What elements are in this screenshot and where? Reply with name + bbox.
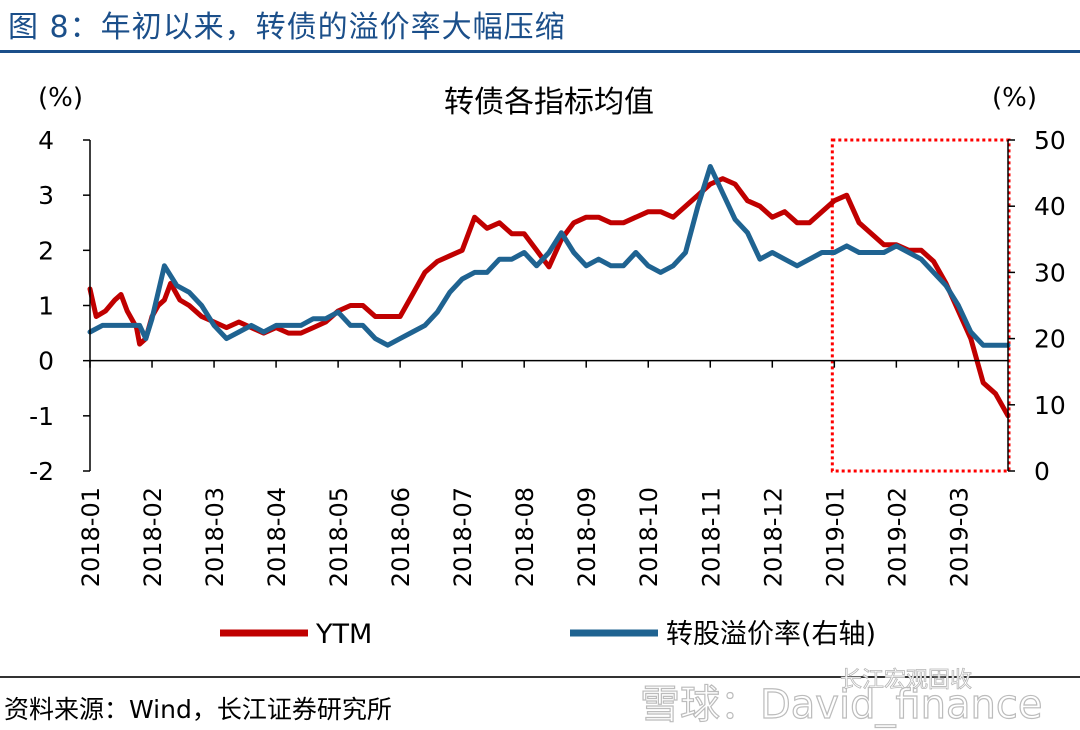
y-left-tick-label: -2 — [29, 457, 54, 486]
x-tick-label: 2018-09 — [573, 487, 601, 587]
x-tick-label: 2018-01 — [77, 487, 105, 587]
source-note: 资料来源：Wind，长江证券研究所 — [4, 695, 392, 724]
x-tick-label: 2018-03 — [201, 487, 229, 587]
y-left-tick-label: 3 — [38, 181, 54, 210]
watermark: 雪球：David_finance — [639, 681, 1043, 728]
x-tick-label: 2018-11 — [697, 487, 725, 587]
series-group — [87, 164, 1011, 419]
x-tick-label: 2019-01 — [821, 487, 849, 587]
x-tick-label: 2019-03 — [945, 487, 973, 587]
axes-group: 转债各指标均值(%) (%)43210-1-2504030201002018-01… — [29, 83, 1066, 587]
y-right-tick-label: 30 — [1034, 258, 1066, 287]
highlight-group — [830, 138, 1011, 473]
x-tick-label: 2018-12 — [759, 487, 787, 587]
highlight-box — [830, 138, 1011, 473]
y-right-tick-label: 20 — [1034, 325, 1066, 354]
y-axis-left-label: (%) — [38, 83, 83, 113]
y-left-tick-label: 4 — [38, 126, 54, 155]
x-tick-label: 2018-07 — [449, 487, 477, 587]
y-right-tick-label: 50 — [1034, 126, 1066, 155]
footer-rule — [0, 676, 1080, 678]
series-ytm-line — [87, 176, 1011, 419]
legend-premium-label: 转股溢价率(右轴) — [666, 619, 876, 650]
x-tick-label: 2018-08 — [511, 487, 539, 587]
y-right-tick-label: 0 — [1034, 457, 1050, 486]
y-right-tick-label: 10 — [1034, 391, 1066, 420]
x-tick-label: 2018-10 — [635, 487, 663, 587]
x-tick-label: 2019-02 — [883, 487, 911, 587]
y-axis-right-label: (%) — [992, 83, 1037, 113]
chart: 转债各指标均值(%) (%)43210-1-2504030201002018-01… — [29, 83, 1066, 650]
y-right-tick-label: 40 — [1034, 192, 1066, 221]
chart-title: 转债各指标均值 — [444, 85, 654, 120]
x-tick-label: 2018-05 — [325, 487, 353, 587]
x-tick-label: 2018-04 — [263, 487, 291, 587]
watermark-account: 长江宏观固收 — [840, 668, 973, 694]
x-tick-label: 2018-06 — [387, 487, 415, 587]
figure-caption: 图 8：年初以来，转债的溢价率大幅压缩 — [8, 10, 566, 45]
legend-ytm-label: YTM — [315, 619, 372, 650]
y-left-tick-label: 0 — [38, 347, 54, 376]
y-left-tick-label: 1 — [38, 292, 54, 321]
legend: YTM 转股溢价率(右轴) — [220, 619, 876, 650]
y-left-tick-label: -1 — [29, 402, 54, 431]
caption-rule — [0, 50, 1080, 53]
y-left-tick-label: 2 — [38, 236, 54, 265]
series-premium-line — [87, 164, 1011, 348]
x-tick-label: 2018-02 — [139, 487, 167, 587]
